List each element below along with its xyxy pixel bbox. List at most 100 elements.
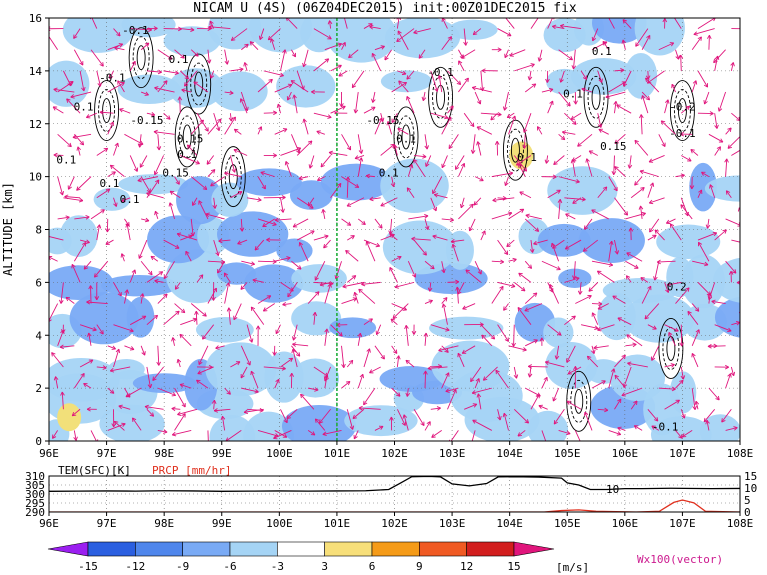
wind-vector xyxy=(651,425,660,431)
wind-vector xyxy=(691,36,702,50)
wind-vector xyxy=(547,18,555,29)
wind-vector xyxy=(680,204,693,220)
wind-vector xyxy=(458,60,465,72)
wind-vector xyxy=(573,92,578,105)
shading-patch xyxy=(385,18,461,59)
wind-vector xyxy=(73,49,84,66)
wind-vector xyxy=(451,243,459,262)
wind-vector xyxy=(424,299,433,304)
wind-vector xyxy=(307,197,315,207)
contour-line xyxy=(190,62,208,106)
wind-vector xyxy=(614,68,625,73)
contour-label: 0.1 xyxy=(396,132,416,145)
wind-vector xyxy=(608,429,622,436)
shading-patch xyxy=(208,18,262,50)
wind-vector xyxy=(476,126,493,135)
colorbar-label: -15 xyxy=(78,560,98,573)
wind-vector xyxy=(673,18,682,29)
chart-title: NICAM U (4S) (06Z04DEC2015) init:00Z01DE… xyxy=(193,1,577,16)
wind-vector xyxy=(608,18,615,29)
wind-vector xyxy=(691,388,697,410)
surface-x-tick-label: 105E xyxy=(554,517,581,530)
wind-vector xyxy=(713,49,726,64)
shading-patch xyxy=(291,264,347,293)
wind-vector xyxy=(396,409,406,426)
wind-vector xyxy=(163,310,180,326)
contour-line xyxy=(397,115,415,159)
wind-vector xyxy=(503,303,509,311)
contour-line xyxy=(574,388,584,414)
wind-vector xyxy=(697,231,718,241)
wind-vector xyxy=(257,126,263,135)
wind-vector xyxy=(257,295,272,304)
wind-vector xyxy=(174,303,186,314)
wind-vector xyxy=(120,253,126,262)
wind-vector xyxy=(140,345,146,356)
wind-vector xyxy=(86,406,97,412)
wind-vector xyxy=(630,400,638,410)
shading-patch xyxy=(276,238,313,263)
wind-vector xyxy=(96,70,102,87)
wind-vector xyxy=(441,261,446,274)
wind-vector xyxy=(641,285,652,304)
wind-vector xyxy=(525,387,541,397)
wind-vector xyxy=(529,240,535,253)
wind-vector xyxy=(314,418,326,431)
wind-vector xyxy=(622,366,632,388)
wind-vector xyxy=(470,366,482,383)
wind-vector xyxy=(641,95,649,114)
wind-vector xyxy=(274,217,292,223)
contour-labels: -0.1-0.10.1-0.150.10.150.10.150.10.10.1-… xyxy=(56,24,695,434)
wind-vector xyxy=(402,414,409,431)
wind-vector xyxy=(647,234,657,241)
wind-vector xyxy=(311,89,325,95)
wind-vector xyxy=(647,324,657,330)
wind-vector xyxy=(553,409,565,425)
wind-vector xyxy=(144,404,164,410)
wind-vector xyxy=(212,197,217,209)
shading-patch xyxy=(264,351,304,403)
wind-vector xyxy=(530,18,539,29)
wind-vector xyxy=(472,28,482,36)
wind-vector xyxy=(593,345,609,350)
wind-vector xyxy=(508,257,517,263)
wind-vector xyxy=(558,91,571,107)
wind-vector xyxy=(119,108,131,114)
wind-vector xyxy=(152,366,164,381)
wind-vector xyxy=(538,404,548,410)
wind-vector xyxy=(513,366,519,379)
wind-vector xyxy=(180,155,200,165)
wind-vector xyxy=(513,155,528,172)
wind-vector xyxy=(194,310,199,325)
wind-vector xyxy=(156,134,162,151)
wind-vector xyxy=(541,376,548,389)
wind-vector xyxy=(379,113,385,122)
wind-vector xyxy=(190,303,207,317)
wind-vector xyxy=(513,408,530,424)
wind-vector xyxy=(450,239,465,244)
wind-vector xyxy=(591,301,603,307)
x-tick-label: 97E xyxy=(97,447,117,460)
wind-vector xyxy=(491,259,505,265)
wind-vector xyxy=(544,360,565,368)
wind-vector xyxy=(129,60,136,72)
contour-line xyxy=(132,36,150,80)
wind-vector xyxy=(90,49,104,67)
wind-vector xyxy=(697,70,709,88)
wind-vector xyxy=(363,348,371,368)
wind-vector xyxy=(79,324,97,332)
wind-vector xyxy=(308,155,315,169)
wind-vector xyxy=(241,260,255,266)
main-panel: -0.1-0.10.1-0.150.10.150.10.150.10.10.1-… xyxy=(1,12,753,460)
wind-vector xyxy=(506,239,515,248)
wind-vector xyxy=(547,324,562,336)
wind-vector xyxy=(59,282,64,304)
wind-vector xyxy=(675,49,680,60)
wind-vector xyxy=(474,91,482,105)
surface-x-tick-label: 107E xyxy=(669,517,696,530)
wind-vector xyxy=(257,78,273,93)
wind-vector xyxy=(262,303,275,312)
wind-vector xyxy=(671,83,676,93)
wind-vector xyxy=(645,77,660,93)
wind-vector xyxy=(558,429,571,436)
